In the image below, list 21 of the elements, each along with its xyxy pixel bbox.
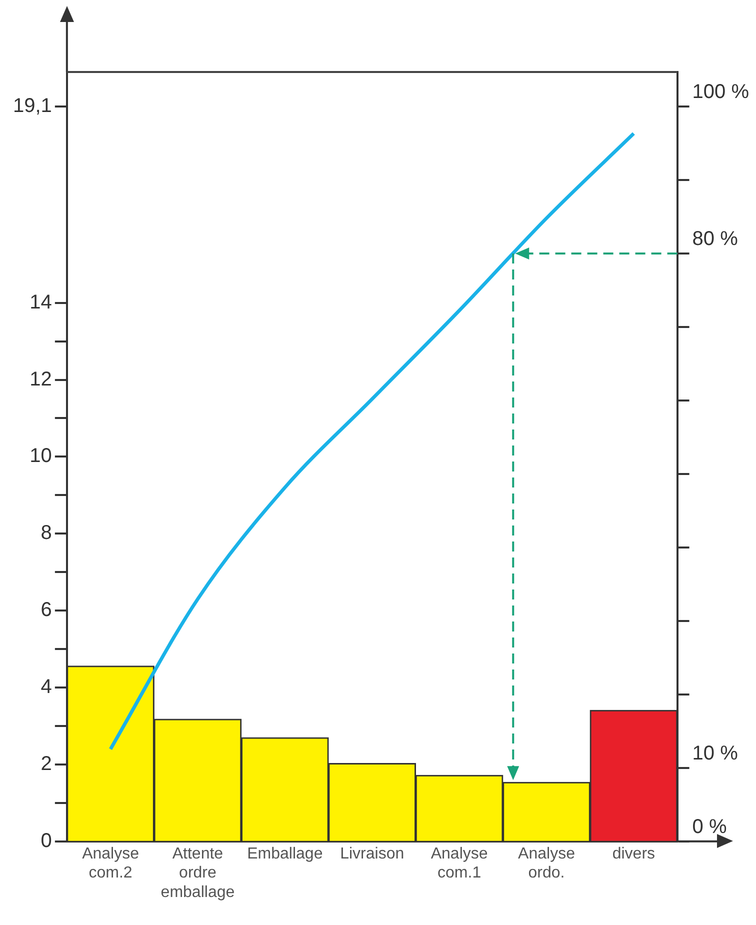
y-tick-label: 8 bbox=[40, 522, 52, 544]
y-tick-label: 2 bbox=[40, 752, 52, 775]
x-tick-label: divers bbox=[612, 845, 656, 862]
y-tick-label: 19,1 bbox=[12, 95, 52, 118]
line-series bbox=[108, 132, 636, 751]
x-tick-label: Analyse com.1 bbox=[430, 845, 488, 882]
y-tick-label: 4 bbox=[40, 676, 52, 698]
y2-tick-label: 80 % bbox=[692, 228, 738, 250]
x-tick-label: Analyse com.2 bbox=[82, 845, 140, 882]
y-tick-label: 14 bbox=[30, 291, 52, 314]
x-tick-label: Analyse ordo. bbox=[518, 845, 576, 882]
y2-tick-label: 0 % bbox=[692, 816, 727, 838]
x-tick-label: Livraison bbox=[340, 845, 404, 862]
y2-tick-label: 10 % bbox=[692, 742, 738, 764]
x-tick-label: Attente ordre emballage bbox=[160, 845, 235, 901]
y-tick-label: 10 bbox=[30, 445, 52, 468]
x-tick-label: Emballage bbox=[247, 845, 323, 862]
y-tick-label: 12 bbox=[30, 368, 52, 390]
y-tick-label: 0 bbox=[40, 830, 52, 852]
y2-tick-label: 100 % bbox=[692, 81, 750, 104]
y-tick-label: 6 bbox=[40, 599, 52, 622]
